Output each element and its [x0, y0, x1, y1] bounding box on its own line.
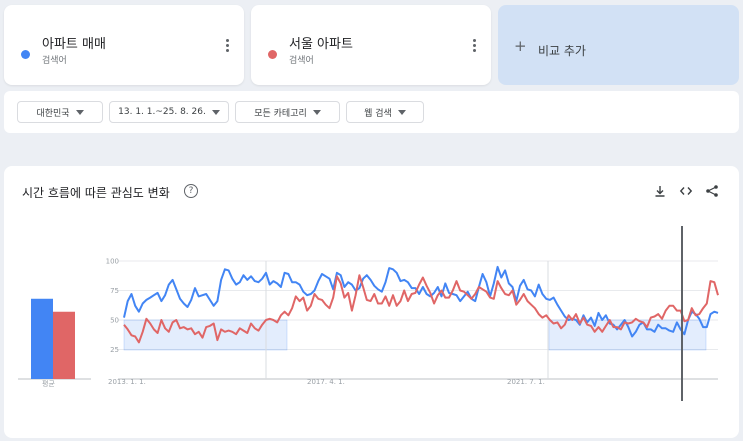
region-filter-label: 대한민국: [36, 108, 70, 119]
y-tick-label: 50: [110, 317, 119, 325]
series-line: [123, 274, 719, 344]
series-color-dot: [21, 50, 30, 59]
dropdown-caret-icon: [211, 109, 220, 115]
term-card-2[interactable]: 서울 아파트 검색어: [251, 5, 491, 85]
y-tick-label: 100: [106, 258, 119, 266]
y-tick-label: 25: [110, 346, 119, 354]
dropdown-caret-icon: [312, 109, 321, 115]
date-range-filter-label: 13. 1. 1.~25. 8. 26.: [118, 107, 206, 117]
filter-bar: 대한민국 13. 1. 1.~25. 8. 26. 모든 카테고리 웹 검색: [4, 91, 739, 133]
x-tick-label: 2017. 4. 1.: [307, 378, 345, 386]
series-color-dot: [268, 50, 277, 59]
download-icon[interactable]: [653, 184, 667, 198]
average-bar: [31, 298, 53, 379]
x-tick-label: 2021. 7. 1.: [507, 378, 545, 386]
share-icon[interactable]: [705, 184, 719, 198]
average-bar: [53, 311, 75, 379]
add-comparison-label: 비교 추가: [538, 44, 586, 58]
term-name[interactable]: 서울 아파트: [289, 37, 353, 52]
more-options-icon[interactable]: [473, 39, 477, 54]
region-filter[interactable]: 대한민국: [17, 101, 103, 123]
dropdown-caret-icon: [75, 109, 84, 115]
term-subtitle: 검색어: [42, 56, 67, 66]
category-filter-label: 모든 카테고리: [254, 108, 307, 119]
category-filter[interactable]: 모든 카테고리: [235, 101, 340, 123]
add-comparison-button[interactable]: + 비교 추가: [498, 5, 739, 85]
search-type-filter-label: 웹 검색: [364, 108, 392, 119]
embed-code-icon[interactable]: [679, 184, 693, 198]
search-type-filter[interactable]: 웹 검색: [346, 101, 424, 123]
more-options-icon[interactable]: [226, 39, 230, 54]
date-range-filter[interactable]: 13. 1. 1.~25. 8. 26.: [109, 101, 229, 123]
y-tick-label: 75: [110, 287, 119, 295]
term-card-1[interactable]: 아파트 매매 검색어: [4, 5, 244, 85]
term-name[interactable]: 아파트 매매: [42, 37, 106, 52]
panel-title: 시간 흐름에 따른 관심도 변화: [22, 186, 170, 200]
dropdown-caret-icon: [397, 109, 406, 115]
plus-icon: +: [514, 37, 527, 55]
help-icon[interactable]: ?: [184, 184, 198, 198]
average-label: 평균: [42, 380, 55, 388]
x-tick-label: 2013. 1. 1.: [108, 378, 146, 386]
series-line: [123, 265, 719, 338]
term-subtitle: 검색어: [289, 56, 314, 66]
